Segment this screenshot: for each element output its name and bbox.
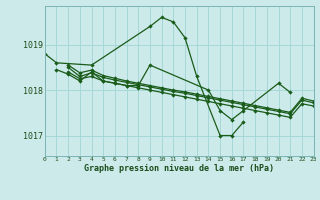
X-axis label: Graphe pression niveau de la mer (hPa): Graphe pression niveau de la mer (hPa) — [84, 164, 274, 173]
